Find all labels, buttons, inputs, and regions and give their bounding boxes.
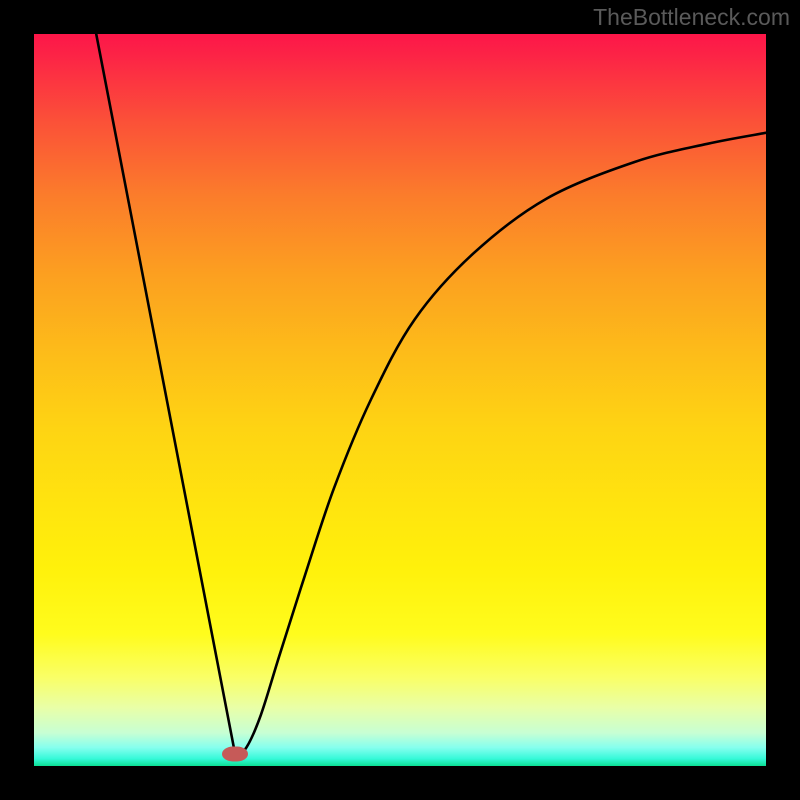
optimum-marker bbox=[222, 746, 248, 761]
watermark-text: TheBottleneck.com bbox=[593, 4, 790, 31]
curve-path bbox=[96, 34, 766, 755]
root-container: { "image": { "width": 800, "height": 800… bbox=[0, 0, 800, 800]
plot-area bbox=[34, 34, 766, 766]
bottleneck-curve bbox=[34, 34, 766, 766]
